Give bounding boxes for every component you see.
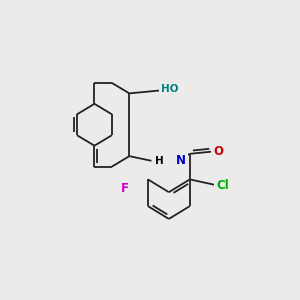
Text: H: H: [155, 156, 164, 166]
Text: HO: HO: [161, 84, 178, 94]
Text: O: O: [213, 145, 223, 158]
Text: Cl: Cl: [217, 179, 229, 192]
Text: F: F: [121, 182, 129, 195]
Text: N: N: [176, 154, 186, 167]
